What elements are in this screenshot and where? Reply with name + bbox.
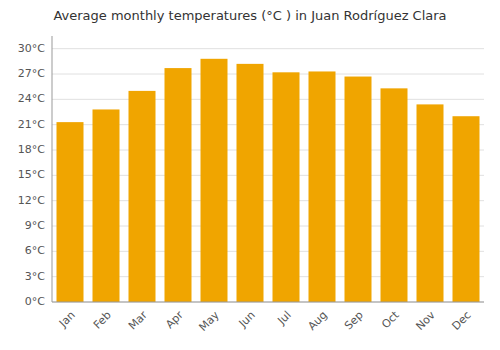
y-tick-label: 24°C [18,92,45,105]
bar [201,59,228,302]
y-tick-label: 27°C [18,67,45,80]
x-tick-label: Sep [342,309,366,333]
y-tick-label: 6°C [25,244,45,257]
y-tick-label: 12°C [18,194,45,207]
x-tick-label: Aug [305,309,329,333]
x-tick-label: Oct [379,308,402,331]
x-tick-label: May [196,308,222,334]
x-axis-line [52,302,484,303]
x-tick-label: Apr [163,308,186,331]
y-tick-label: 0°C [25,295,45,308]
x-tick-label: Feb [91,309,114,332]
x-tick-label: Mar [126,308,150,332]
y-tick-label: 9°C [25,219,45,232]
x-tick-label: Nov [413,308,438,333]
bar [453,116,480,302]
bar [237,64,264,302]
grid [52,49,484,302]
y-tick-label: 21°C [18,118,45,131]
y-tick-label: 30°C [18,42,45,55]
grid-line [52,99,484,100]
y-tick-label: 15°C [18,168,45,181]
x-tick-label: Dec [450,309,474,333]
grid-line [52,48,484,49]
bar [165,68,192,302]
chart: 0°C 3°C 6°C 9°C 12°C 15°C 18°C 21°C 24°C 27°C 30°C… [0,0,500,350]
x-tick-label: Jul [274,309,293,328]
bars [57,59,480,302]
y-tick-label: 3°C [25,270,45,283]
y-axis: 0°C 3°C 6°C 9°C 12°C 15°C 18°C 21°C 24°C 27°C 30°C [18,36,52,308]
bar [93,109,120,302]
bar [273,72,300,302]
x-axis: Jan Feb Mar Apr May Jun Jul Aug Sep Oct Nov Dec [52,302,484,334]
y-tick-label: 18°C [18,143,45,156]
grid-line [52,302,484,303]
y-axis-line [52,36,53,302]
bar [57,122,84,302]
bar [345,77,372,302]
grid-line [52,74,484,75]
title: Average monthly temperatures (°C ) in Ju… [53,8,446,23]
x-tick-label: Jun [236,309,258,331]
bar [381,88,408,302]
x-tick-label: Jan [56,309,78,331]
bar [129,91,156,302]
bar [309,71,336,302]
bar [417,104,444,302]
